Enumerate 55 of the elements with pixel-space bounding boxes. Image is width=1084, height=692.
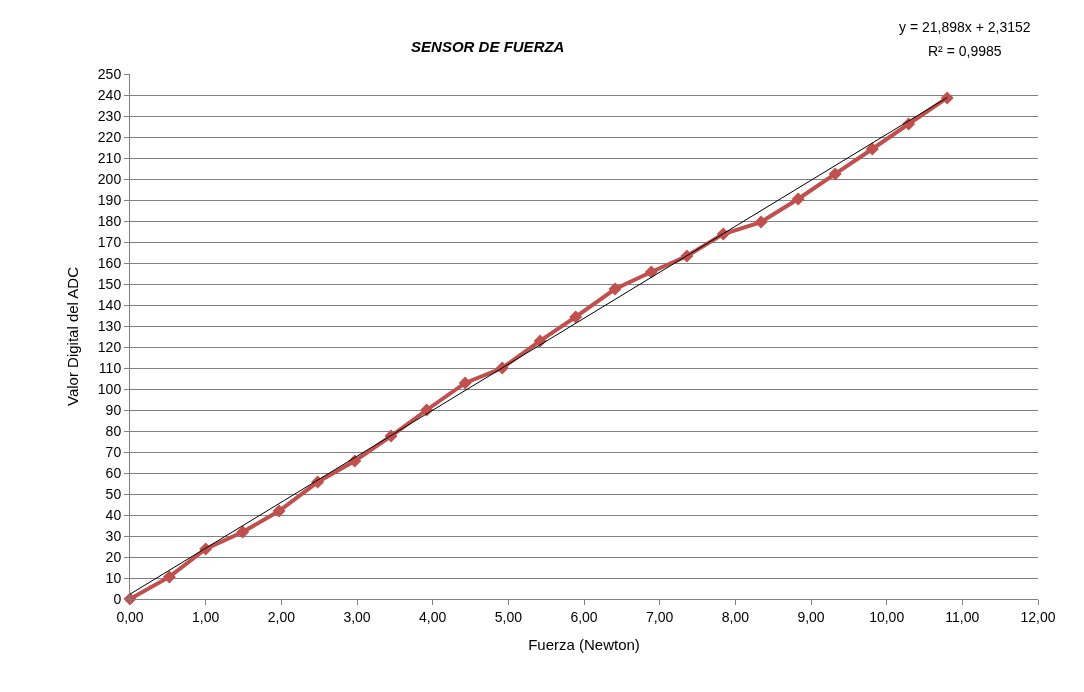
y-tick-label: 70 — [105, 443, 122, 460]
y-tick-label: 250 — [97, 65, 122, 82]
point — [458, 376, 472, 390]
x-tick-label: 5,00 — [494, 608, 523, 625]
x-tick-label: 4,00 — [419, 608, 447, 625]
y-tick-label: 140 — [97, 296, 122, 313]
y-tick-label: 220 — [97, 128, 122, 145]
point — [940, 91, 954, 105]
text: y = 21,898x + 2,3152 — [899, 19, 1031, 35]
x-tick-label: 11,00 — [945, 608, 980, 625]
x-tick-label: 1,00 — [192, 608, 220, 625]
x-tick-label: 3,00 — [343, 608, 371, 625]
y-tick-label: 200 — [97, 170, 122, 187]
x-tick-label: 10,00 — [869, 608, 905, 625]
y-tick-label: 80 — [105, 422, 122, 439]
x-tick-label: 0,00 — [116, 608, 144, 625]
y-tick-label: 110 — [98, 359, 122, 376]
point — [272, 504, 286, 518]
y-tick-label: 30 — [105, 527, 122, 544]
x-tick-label: 7,00 — [646, 608, 674, 625]
x-tick-label: 2,00 — [267, 608, 296, 625]
point — [162, 570, 176, 584]
y-tick-label: 240 — [97, 86, 122, 103]
text: R² = 0,9985 — [928, 43, 1002, 59]
y-tick-label: 50 — [105, 485, 122, 502]
y-tick-label: 20 — [105, 548, 122, 565]
point — [791, 192, 805, 206]
x-tick-label: 9,00 — [797, 608, 825, 625]
x-axis-title: Fuerza (Newton) — [528, 635, 640, 653]
y-tick-label: 210 — [97, 149, 122, 166]
y-axis-title: Valor Digital del ADC — [64, 266, 82, 406]
point — [828, 167, 842, 181]
y-tick-label: 40 — [105, 506, 122, 523]
point — [865, 142, 879, 156]
y-tick-label: 230 — [97, 107, 122, 124]
point — [236, 525, 250, 539]
y-tick-label: 100 — [97, 380, 122, 397]
x-tick-label: 12,00 — [1020, 608, 1056, 625]
y-tick-label: 120 — [97, 338, 122, 355]
x-tick-label: 6,00 — [570, 608, 598, 625]
x-tick-label: 8,00 — [721, 608, 750, 625]
y-tick-label: 190 — [97, 191, 122, 208]
y-tick-label: 10 — [105, 569, 122, 586]
y-tick-label: 0 — [113, 590, 122, 607]
point — [754, 215, 768, 229]
y-tick-label: 180 — [97, 212, 122, 229]
y-tick-label: 90 — [105, 401, 122, 418]
point — [608, 282, 622, 296]
y-tick-label: 170 — [97, 233, 122, 250]
y-tick-label: 150 — [97, 275, 122, 292]
chart-title: SENSOR DE FUERZA — [411, 38, 565, 56]
point — [569, 310, 583, 324]
y-tick-label: 130 — [97, 317, 122, 334]
y-tick-label: 160 — [97, 254, 122, 271]
y-tick-label: 60 — [105, 464, 122, 481]
